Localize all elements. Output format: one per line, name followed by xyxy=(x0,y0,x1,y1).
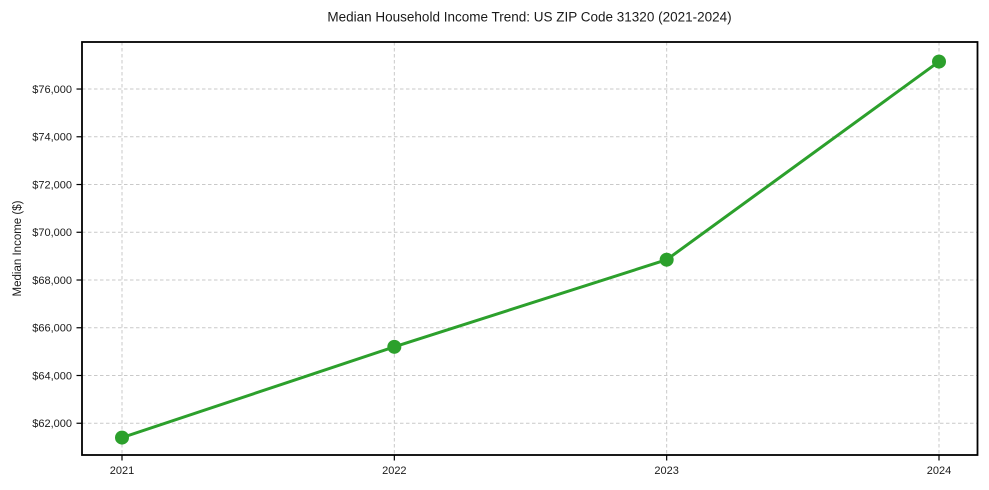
y-axis-label: Median Income ($) xyxy=(12,200,24,296)
data-point xyxy=(932,54,946,69)
y-tick-label: $70,000 xyxy=(32,227,72,239)
x-tick-label: 2023 xyxy=(654,465,678,477)
y-tick-label: $66,000 xyxy=(32,323,72,335)
y-tick-label: $72,000 xyxy=(32,179,72,191)
y-tick-label: $76,000 xyxy=(32,84,72,96)
y-tick-label: $74,000 xyxy=(32,132,72,144)
data-series xyxy=(115,54,946,445)
y-tick-label: $64,000 xyxy=(32,370,72,382)
data-point xyxy=(659,252,674,267)
data-point xyxy=(115,430,129,445)
data-point xyxy=(387,339,402,354)
axis-tick-labels: $62,000 $64,000 $66,000 $68,000 $70,000 $72,0… xyxy=(32,84,951,477)
y-tick-label: $62,000 xyxy=(32,418,72,430)
x-tick-label: 2024 xyxy=(927,465,951,477)
y-tick-label: $68,000 xyxy=(32,275,72,287)
chart-title: Median Household Income Trend: US ZIP Co… xyxy=(327,10,731,25)
trend-line xyxy=(120,60,941,440)
plot-border xyxy=(81,41,979,456)
x-tick-label: 2022 xyxy=(382,465,406,477)
axis-ticks xyxy=(76,88,940,461)
x-tick-label: 2021 xyxy=(110,465,134,477)
gridlines xyxy=(82,42,978,455)
